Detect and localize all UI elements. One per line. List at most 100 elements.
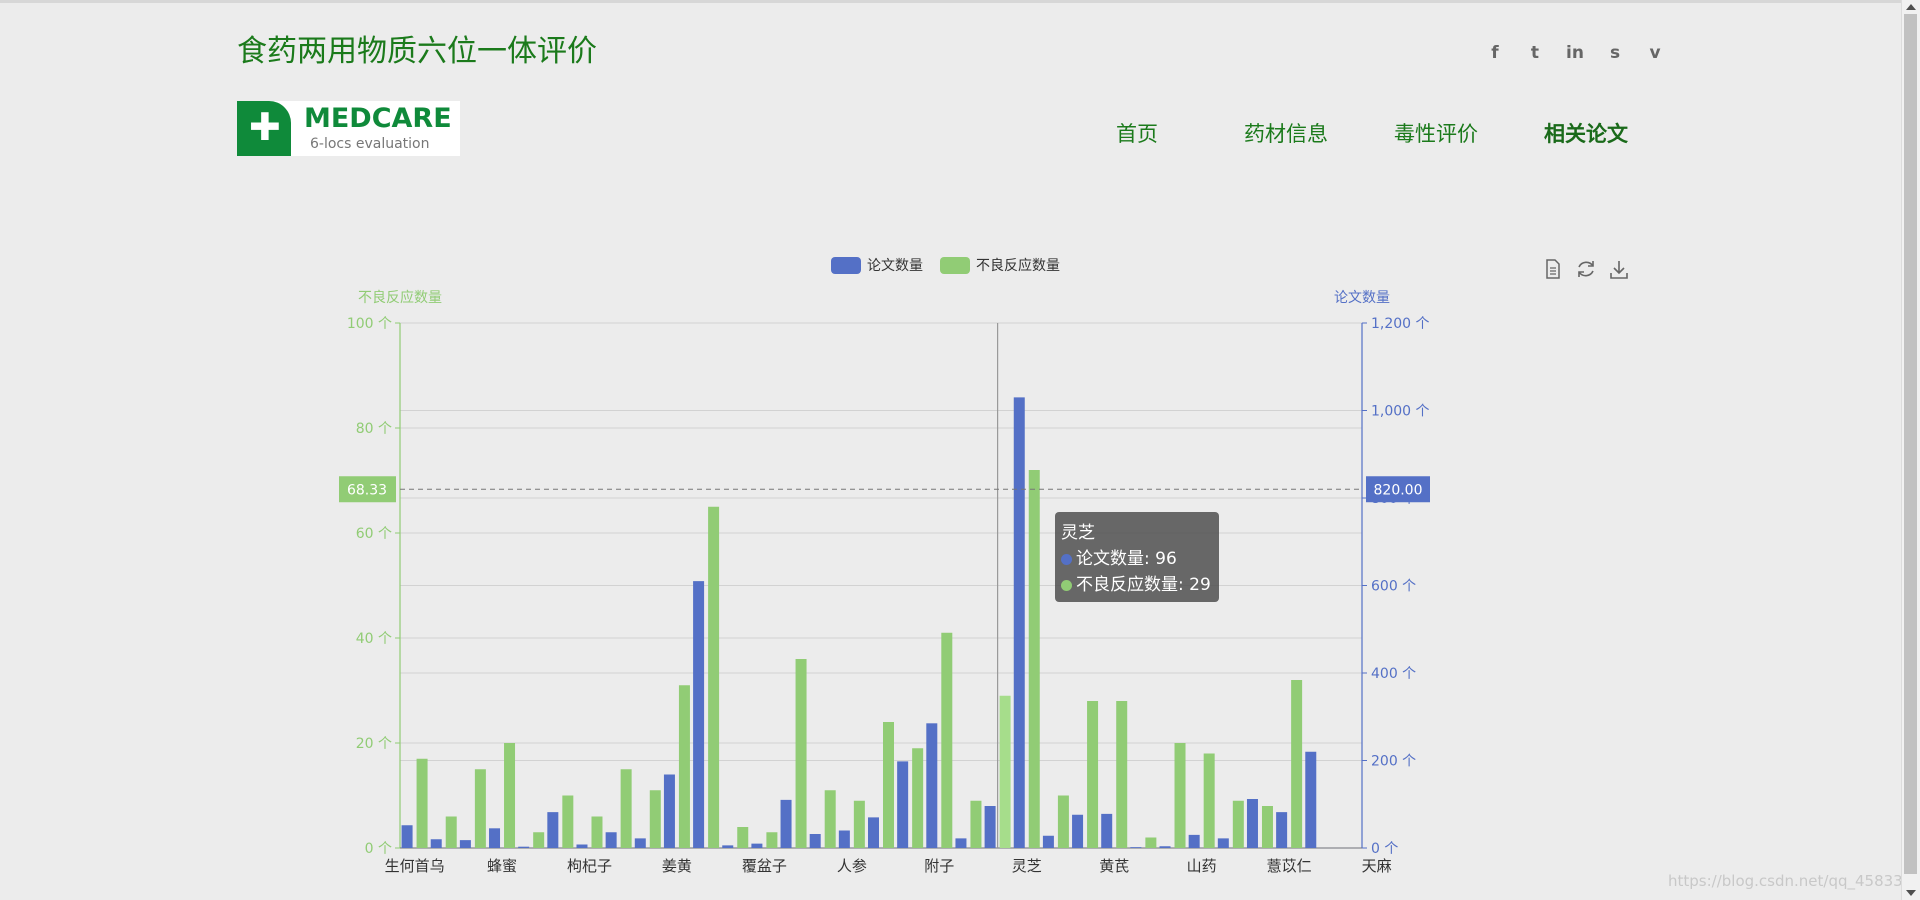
x-axis-label: 天麻: [1362, 857, 1392, 875]
top-border: [0, 0, 1920, 3]
x-axis-label: 枸杞子: [567, 857, 612, 875]
save-image-icon[interactable]: [1608, 258, 1630, 280]
bar-adverse: [1116, 701, 1128, 848]
bar-papers: [430, 839, 442, 848]
bar-papers: [955, 838, 967, 848]
logo[interactable]: ✚ MEDCARE 6-locs evaluation: [237, 101, 460, 156]
bar-papers: [547, 812, 559, 848]
linkedin-icon[interactable]: in: [1566, 43, 1584, 63]
left-axis-tick-label: 60 个: [356, 526, 392, 542]
twitter-icon[interactable]: t: [1530, 43, 1540, 63]
tooltip-adverse-value: 29: [1189, 575, 1211, 595]
right-axis-tick-label: 400 个: [1371, 666, 1416, 682]
scroll-down-icon[interactable]: [1906, 890, 1916, 896]
bar-adverse: [1261, 806, 1273, 848]
left-axis-tick-label: 20 个: [356, 736, 392, 752]
logo-tagline: 6-locs evaluation: [310, 136, 430, 152]
scroll-thumb[interactable]: [1904, 14, 1917, 874]
bar-papers: [1072, 814, 1084, 848]
bar-adverse: [999, 695, 1011, 848]
bar-adverse: [416, 758, 428, 848]
bar-adverse: [504, 743, 516, 848]
x-axis-label: 黄芪: [1099, 857, 1129, 875]
bar-papers: [751, 843, 763, 848]
legend-label: 论文数量: [867, 258, 923, 274]
legend-label: 不良反应数量: [976, 257, 1060, 274]
left-axis-tick-label: 40 个: [356, 631, 392, 647]
bar-adverse: [591, 816, 603, 848]
skype-icon[interactable]: s: [1609, 43, 1621, 63]
bar-adverse: [795, 659, 807, 848]
nav-herb-info[interactable]: 药材信息: [1244, 122, 1328, 146]
bar-papers: [693, 581, 705, 848]
left-axis-name: 不良反应数量: [358, 289, 442, 306]
bar-adverse: [708, 506, 720, 848]
bar-adverse: [1203, 753, 1215, 848]
tooltip-adverse-row: 不良反应数量: 29: [1061, 570, 1211, 595]
facebook-icon[interactable]: f: [1491, 43, 1499, 63]
bar-papers: [1246, 799, 1258, 848]
bar-adverse: [445, 816, 457, 848]
bar-papers: [1101, 813, 1113, 848]
data-view-icon[interactable]: [1542, 258, 1564, 280]
bar-papers: [838, 830, 850, 848]
tooltip-title: 灵芝: [1061, 523, 1095, 543]
crosshair-right-badge: [1366, 476, 1430, 503]
bar-adverse: [737, 827, 749, 848]
nav-toxicity[interactable]: 毒性评价: [1394, 122, 1478, 146]
left-axis-tick-label: 80 个: [356, 421, 392, 437]
legend-swatch: [831, 257, 861, 274]
scroll-up-icon[interactable]: [1906, 4, 1916, 10]
bar-adverse: [649, 790, 661, 848]
bar-adverse: [562, 795, 574, 848]
bar-papers: [1130, 847, 1142, 848]
bar-papers: [809, 834, 821, 848]
bar-adverse: [912, 748, 924, 848]
bar-papers: [926, 723, 938, 848]
restore-icon[interactable]: [1575, 258, 1597, 280]
bar-papers: [605, 832, 617, 848]
bar-papers: [1159, 846, 1171, 848]
bar-papers: [576, 844, 588, 848]
bar-adverse: [853, 800, 865, 848]
bar-adverse: [824, 790, 836, 848]
bar-papers: [459, 840, 471, 848]
bar-adverse: [474, 769, 486, 848]
x-axis-label: 姜黄: [662, 857, 692, 875]
bar-adverse: [678, 685, 690, 848]
tooltip-adverse-label: 不良反应数量: [1076, 575, 1178, 595]
bar-adverse: [1291, 680, 1303, 848]
bar-papers: [1013, 397, 1025, 848]
right-axis-tick-label: 1,200 个: [1371, 316, 1430, 332]
medical-cross-icon: ✚: [237, 101, 291, 156]
x-axis-label: 附子: [924, 857, 954, 875]
bar-papers: [868, 817, 879, 848]
bar-papers: [1188, 834, 1200, 848]
bar-papers: [1042, 835, 1054, 848]
bar-papers: [897, 761, 909, 848]
bar-adverse: [1145, 837, 1157, 848]
bar-adverse: [1232, 800, 1244, 848]
bar-adverse: [1174, 743, 1186, 848]
x-axis-label: 人参: [837, 857, 867, 875]
x-axis-label: 山药: [1187, 857, 1217, 875]
bar-papers: [1276, 812, 1288, 848]
bar-papers: [663, 774, 675, 848]
bar-adverse: [533, 832, 545, 848]
bar-adverse: [941, 632, 953, 848]
right-axis-name: 论文数量: [1334, 290, 1390, 306]
scrollbar[interactable]: [1901, 0, 1920, 900]
nav-home[interactable]: 首页: [1116, 122, 1158, 146]
tooltip-papers-value: 96: [1155, 549, 1177, 569]
right-axis-tick-label: 0 个: [1371, 841, 1398, 857]
social-links: f t in s v: [1486, 43, 1664, 63]
nav-papers[interactable]: 相关论文: [1544, 122, 1628, 146]
bar-papers: [1217, 838, 1229, 848]
left-axis-tick-label: 100 个: [347, 316, 392, 332]
bar-papers: [984, 806, 996, 848]
bar-papers: [634, 838, 646, 848]
vimeo-icon[interactable]: v: [1649, 43, 1661, 63]
crosshair-left-value: 68.33: [347, 482, 387, 498]
right-axis-tick-label: 200 个: [1371, 754, 1416, 770]
x-axis-label: 薏苡仁: [1267, 857, 1312, 875]
